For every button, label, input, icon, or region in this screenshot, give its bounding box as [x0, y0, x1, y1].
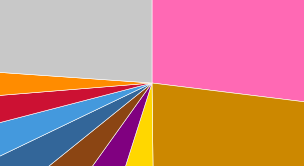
- Wedge shape: [0, 83, 195, 166]
- Wedge shape: [0, 0, 152, 83]
- Wedge shape: [0, 83, 152, 166]
- Wedge shape: [0, 0, 152, 166]
- Wedge shape: [152, 0, 304, 166]
- Wedge shape: [152, 83, 304, 166]
- Wedge shape: [0, 83, 152, 166]
- Wedge shape: [0, 83, 152, 166]
- Wedge shape: [0, 83, 152, 166]
- Wedge shape: [0, 83, 152, 166]
